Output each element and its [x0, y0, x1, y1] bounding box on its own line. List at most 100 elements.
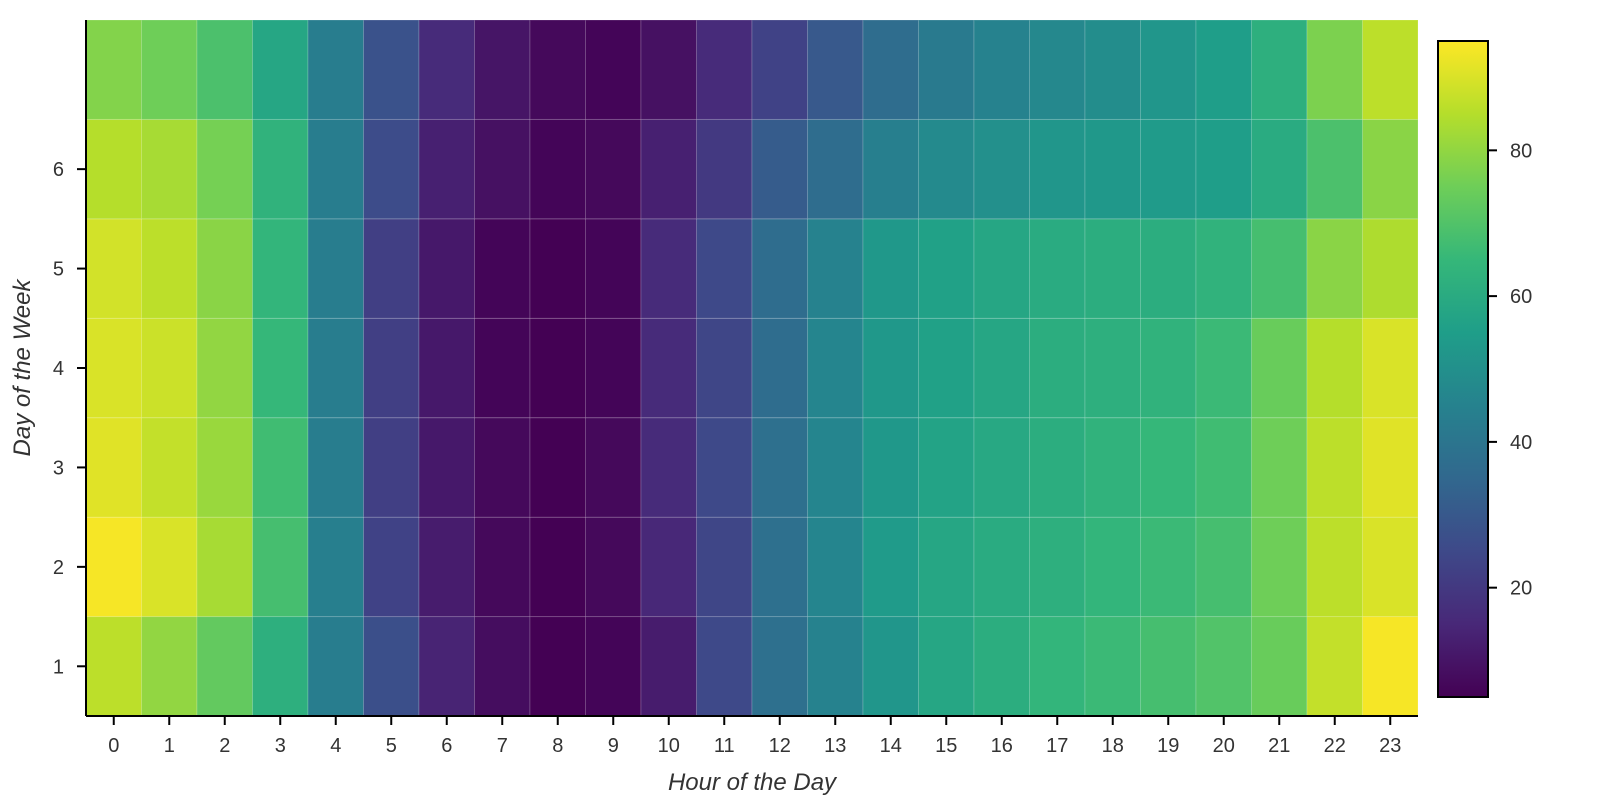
heatmap-cell: [1029, 616, 1086, 717]
heatmap-cell: [1084, 118, 1141, 220]
colorbar: 20 40 60 80: [1437, 40, 1532, 698]
heatmap-cell: [363, 218, 420, 319]
heatmap-cell: [196, 417, 253, 518]
x-tick-label: 13: [824, 735, 846, 757]
heatmap-cell: [307, 317, 364, 419]
heatmap-cell: [85, 317, 142, 419]
heatmap-cell: [1362, 417, 1419, 518]
heatmap-cell: [1140, 218, 1197, 319]
heatmap-cell: [363, 317, 420, 419]
heatmap-cell: [1362, 616, 1419, 717]
heatmap-cell: [1084, 417, 1141, 518]
heatmap-cell: [307, 19, 364, 120]
heatmap-cell: [363, 516, 420, 618]
heatmap-cell: [141, 616, 198, 717]
heatmap-cell: [585, 516, 642, 618]
heatmap-cell: [1251, 118, 1308, 220]
heatmap-cell: [751, 19, 808, 120]
heatmap-cell: [85, 218, 142, 319]
x-tick-label: 20: [1213, 735, 1235, 757]
heatmap-cell: [1362, 317, 1419, 419]
heatmap-cell: [1084, 317, 1141, 419]
heatmap-cell: [85, 118, 142, 220]
heatmap-cell: [1306, 317, 1363, 419]
heatmap-cell: [696, 218, 753, 319]
heatmap-cell: [529, 118, 586, 220]
heatmap-cell: [807, 616, 864, 717]
colorbar-tick-label: 40: [1510, 432, 1532, 454]
heatmap-cell: [1306, 516, 1363, 618]
heatmap-cell: [1306, 417, 1363, 518]
colorbar-gradient: [1437, 40, 1489, 698]
heatmap-cell: [141, 417, 198, 518]
colorbar-ticks: 20 40 60 80: [1488, 140, 1532, 600]
heatmap-cell: [918, 317, 975, 419]
heatmap-cell: [252, 218, 309, 319]
x-tick-label: 22: [1324, 735, 1346, 757]
heatmap-cell: [252, 19, 309, 120]
heatmap-cell: [1362, 218, 1419, 319]
x-axis-ticks: 0 1 2 3 4 5 6 7 8 9 10 11 12 13 14 15 16 17 18 19 20 21 22 23: [108, 716, 1401, 757]
heatmap-cell: [1140, 616, 1197, 717]
heatmap-cell: [85, 616, 142, 717]
heatmap-cell: [307, 118, 364, 220]
heatmap-cell: [196, 118, 253, 220]
heatmap-cell: [474, 118, 531, 220]
heatmap-cell: [1362, 516, 1419, 618]
heatmap-cell: [1195, 516, 1252, 618]
heatmap-cell: [1084, 616, 1141, 717]
y-tick-label: 5: [53, 259, 64, 281]
y-tick-label: 4: [53, 358, 64, 380]
heatmap-cell: [640, 118, 697, 220]
heatmap-cell: [418, 417, 475, 518]
heatmap-cell: [474, 19, 531, 120]
heatmap-cell: [862, 616, 919, 717]
heatmap-cell: [862, 417, 919, 518]
colorbar-tick-label: 60: [1510, 286, 1532, 308]
x-tick-label: 19: [1157, 735, 1179, 757]
heatmap-cell: [1306, 118, 1363, 220]
heatmap-cell: [1140, 417, 1197, 518]
heatmap-cell: [85, 516, 142, 618]
heatmap-cell: [585, 218, 642, 319]
heatmap-cell: [918, 616, 975, 717]
heatmap-cell: [1195, 317, 1252, 419]
heatmap-cell: [418, 19, 475, 120]
heatmap-cell: [363, 118, 420, 220]
heatmap-cell: [252, 516, 309, 618]
heatmap-cell: [85, 19, 142, 120]
heatmap-cell: [918, 417, 975, 518]
heatmap-cell: [1084, 218, 1141, 319]
heatmap-cell: [529, 616, 586, 717]
heatmap-cell: [807, 317, 864, 419]
heatmap-cell: [363, 417, 420, 518]
x-tick-label: 1: [164, 735, 175, 757]
heatmap-cell: [640, 317, 697, 419]
heatmap-cell: [640, 19, 697, 120]
heatmap-cell: [918, 516, 975, 618]
heatmap-cell: [141, 218, 198, 319]
heatmap-cell: [751, 118, 808, 220]
heatmap-cell: [585, 417, 642, 518]
heatmap-cells: [85, 19, 1419, 717]
heatmap-cell: [196, 317, 253, 419]
heatmap-cell: [1029, 417, 1086, 518]
heatmap-cell: [640, 218, 697, 319]
heatmap-cell: [474, 417, 531, 518]
heatmap-cell: [918, 218, 975, 319]
x-tick-label: 17: [1046, 735, 1068, 757]
heatmap-cell: [529, 417, 586, 518]
heatmap-cell: [529, 218, 586, 319]
heatmap-cell: [696, 317, 753, 419]
heatmap-cell: [196, 218, 253, 319]
heatmap-cell: [751, 417, 808, 518]
heatmap-cell: [918, 118, 975, 220]
colorbar-tick-label: 80: [1510, 140, 1532, 162]
heatmap-cell: [696, 19, 753, 120]
heatmap-cell: [1029, 317, 1086, 419]
heatmap-cell: [973, 616, 1030, 717]
x-tick-label: 9: [608, 735, 619, 757]
heatmap-cell: [1140, 317, 1197, 419]
heatmap-cell: [1195, 19, 1252, 120]
